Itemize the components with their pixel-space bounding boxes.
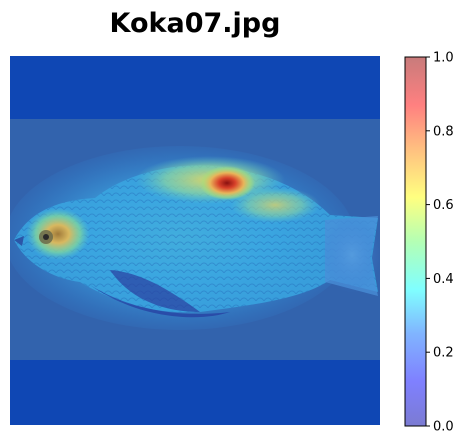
hotspot-dorsal xyxy=(199,166,255,200)
colorbar-ticks: 0.0 0.2 0.4 0.6 0.8 1.0 xyxy=(426,51,454,435)
fish-eye-pupil xyxy=(43,234,49,240)
fish-mouth xyxy=(14,236,24,246)
colorbar-tick-label: 1.0 xyxy=(433,51,454,66)
colorbar-tick-label: 0.0 xyxy=(433,420,454,435)
chart-title: Koka07.jpg xyxy=(110,8,281,39)
colorbar-tick-label: 0.6 xyxy=(433,198,454,213)
colorbar-tick-label: 0.2 xyxy=(433,346,454,361)
hotspot-head xyxy=(26,208,90,260)
ventral-shadow xyxy=(90,285,230,318)
colorbar-tick-label: 0.4 xyxy=(433,272,454,287)
colorbar-gradient xyxy=(405,57,426,426)
tail-glow xyxy=(322,217,380,293)
colorbar: 0.0 0.2 0.4 0.6 0.8 1.0 xyxy=(404,51,454,435)
pectoral-fin xyxy=(110,270,200,312)
heatmap-panel xyxy=(10,56,380,425)
colorbar-frame xyxy=(404,56,427,427)
upper-back-warm xyxy=(230,187,320,223)
colorbar-tick-label: 0.8 xyxy=(433,124,454,139)
